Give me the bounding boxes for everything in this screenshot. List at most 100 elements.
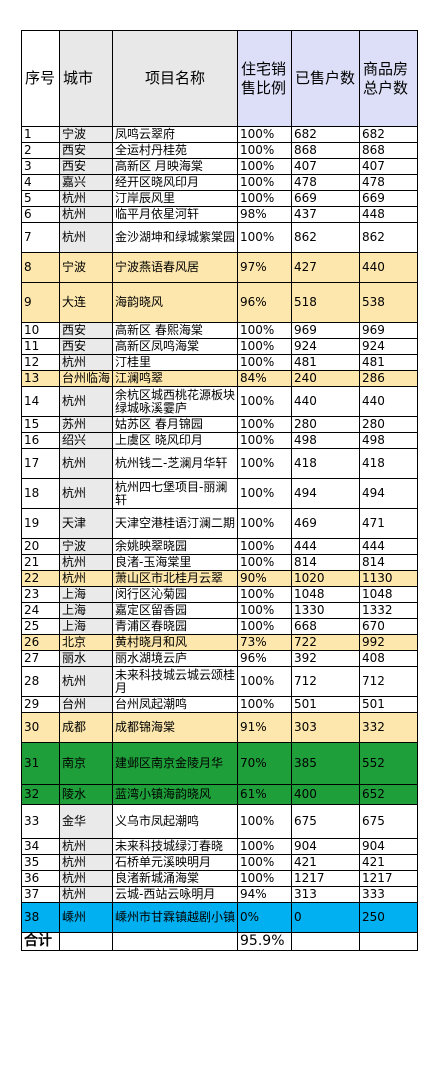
table-row: 4 嘉兴 经开区晓风印月 100% 478 478 — [21, 174, 419, 191]
cell-sold: 303 — [291, 712, 361, 743]
header-no: 序号 — [21, 30, 60, 127]
cell-no: 9 — [21, 282, 60, 323]
cell-total: 421 — [359, 854, 419, 871]
cell-project: 黄村晓月和风 — [112, 634, 239, 651]
cell-project: 上虞区 晓风印月 — [112, 432, 239, 449]
cell-total: 444 — [359, 538, 419, 555]
cell-city: 台州临海 — [58, 370, 114, 387]
table-row: 27 丽水 丽水湖境云庐 96% 392 408 — [21, 650, 419, 667]
cell-ratio: 100% — [237, 190, 293, 207]
cell-total: 652 — [359, 784, 419, 805]
table-row: 14 杭州 余杭区城西桃花源板块 绿城咏溪霎庐 100% 440 440 — [21, 386, 419, 417]
table-row: 26 北京 黄村晓月和风 73% 722 992 — [21, 634, 419, 651]
cell-ratio: 100% — [237, 174, 293, 191]
cell-total: 1130 — [359, 570, 419, 587]
cell-no: 23 — [21, 586, 60, 603]
cell-sold: 469 — [291, 508, 361, 539]
cell-city: 杭州 — [58, 354, 114, 371]
table-row: 2 西安 全运村丹桂苑 100% 868 868 — [21, 142, 419, 159]
cell-project: 闵行区沁菊园 — [112, 586, 239, 603]
cell-ratio: 100% — [237, 618, 293, 635]
cell-project: 蓝湾小镇海韵晓风 — [112, 784, 239, 805]
cell-no: 25 — [21, 618, 60, 635]
total-ratio: 95.9% — [237, 932, 293, 951]
cell-no: 26 — [21, 634, 60, 651]
cell-total: 478 — [359, 174, 419, 191]
cell-no: 11 — [21, 338, 60, 355]
cell-city: 杭州 — [58, 222, 114, 253]
table-row: 10 西安 高新区 春熙海棠 100% 969 969 — [21, 322, 419, 339]
cell-no: 32 — [21, 784, 60, 805]
cell-sold: 722 — [291, 634, 361, 651]
header-ratio: 住宅销售比例 — [237, 30, 293, 127]
cell-project: 未来科技城绿汀春晓 — [112, 838, 239, 855]
cell-no: 7 — [21, 222, 60, 253]
cell-ratio: 100% — [237, 432, 293, 449]
cell-city: 上海 — [58, 586, 114, 603]
table-row: 25 上海 青浦区春晓园 100% 668 670 — [21, 618, 419, 635]
cell-sold: 862 — [291, 222, 361, 253]
cell-no: 4 — [21, 174, 60, 191]
cell-no: 18 — [21, 478, 60, 509]
table-row: 11 西安 高新区凤鸣海棠 100% 924 924 — [21, 338, 419, 355]
cell-no: 24 — [21, 602, 60, 619]
cell-sold: 1020 — [291, 570, 361, 587]
cell-total: 712 — [359, 666, 419, 697]
cell-total: 862 — [359, 222, 419, 253]
cell-sold: 478 — [291, 174, 361, 191]
cell-ratio: 70% — [237, 742, 293, 785]
total-city-empty — [58, 932, 114, 951]
cell-no: 27 — [21, 650, 60, 667]
cell-no: 5 — [21, 190, 60, 207]
cell-city: 苏州 — [58, 416, 114, 433]
cell-sold: 392 — [291, 650, 361, 667]
cell-total: 924 — [359, 338, 419, 355]
cell-sold: 437 — [291, 206, 361, 223]
cell-project: 高新区 春熙海棠 — [112, 322, 239, 339]
cell-project: 成都锦海棠 — [112, 712, 239, 743]
cell-city: 金华 — [58, 804, 114, 839]
header-total: 商品房总户数 — [359, 30, 419, 127]
cell-project: 汀桂里 — [112, 354, 239, 371]
cell-sold: 924 — [291, 338, 361, 355]
cell-ratio: 100% — [237, 142, 293, 159]
sales-table: 序号 城市 项目名称 住宅销售比例 已售户数 商品房总户数 1 宁波 凤鸣云翠府 10… — [21, 30, 419, 951]
table-row: 31 南京 建邺区南京金陵月华 70% 385 552 — [21, 742, 419, 785]
cell-project: 云城-西站云咏明月 — [112, 886, 239, 903]
table-row: 28 杭州 未来科技城云城云颂桂月 100% 712 712 — [21, 666, 419, 697]
table-row: 34 杭州 未来科技城绿汀春晓 100% 904 904 — [21, 838, 419, 855]
table-row: 33 金华 义乌市凤起潮鸣 100% 675 675 — [21, 804, 419, 839]
cell-project: 汀岸辰风里 — [112, 190, 239, 207]
cell-city: 大连 — [58, 282, 114, 323]
cell-project: 高新区凤鸣海棠 — [112, 338, 239, 355]
total-label: 合计 — [21, 932, 60, 951]
cell-city: 嘉兴 — [58, 174, 114, 191]
cell-ratio: 100% — [237, 338, 293, 355]
cell-city: 杭州 — [58, 448, 114, 479]
cell-city: 宁波 — [58, 252, 114, 283]
table-row: 32 陵水 蓝湾小镇海韵晓风 61% 400 652 — [21, 784, 419, 805]
cell-total: 332 — [359, 712, 419, 743]
cell-no: 12 — [21, 354, 60, 371]
table-row: 36 杭州 良渚新城涌海棠 100% 1217 1217 — [21, 870, 419, 887]
cell-city: 上海 — [58, 602, 114, 619]
cell-no: 33 — [21, 804, 60, 839]
cell-ratio: 100% — [237, 870, 293, 887]
cell-sold: 280 — [291, 416, 361, 433]
cell-ratio: 100% — [237, 666, 293, 697]
cell-ratio: 100% — [237, 586, 293, 603]
table-row: 16 绍兴 上虞区 晓风印月 100% 498 498 — [21, 432, 419, 449]
cell-project: 余杭区城西桃花源板块 绿城咏溪霎庐 — [112, 386, 239, 417]
cell-ratio: 100% — [237, 158, 293, 175]
cell-sold: 0 — [291, 902, 361, 933]
cell-no: 15 — [21, 416, 60, 433]
cell-total: 868 — [359, 142, 419, 159]
table-row: 35 杭州 石桥单元溪映明月 100% 421 421 — [21, 854, 419, 871]
cell-project: 义乌市凤起潮鸣 — [112, 804, 239, 839]
cell-total: 1048 — [359, 586, 419, 603]
table-row: 17 杭州 杭州钱二-芝澜月华轩 100% 418 418 — [21, 448, 419, 479]
cell-ratio: 100% — [237, 386, 293, 417]
cell-sold: 501 — [291, 696, 361, 713]
cell-total: 408 — [359, 650, 419, 667]
cell-total: 494 — [359, 478, 419, 509]
